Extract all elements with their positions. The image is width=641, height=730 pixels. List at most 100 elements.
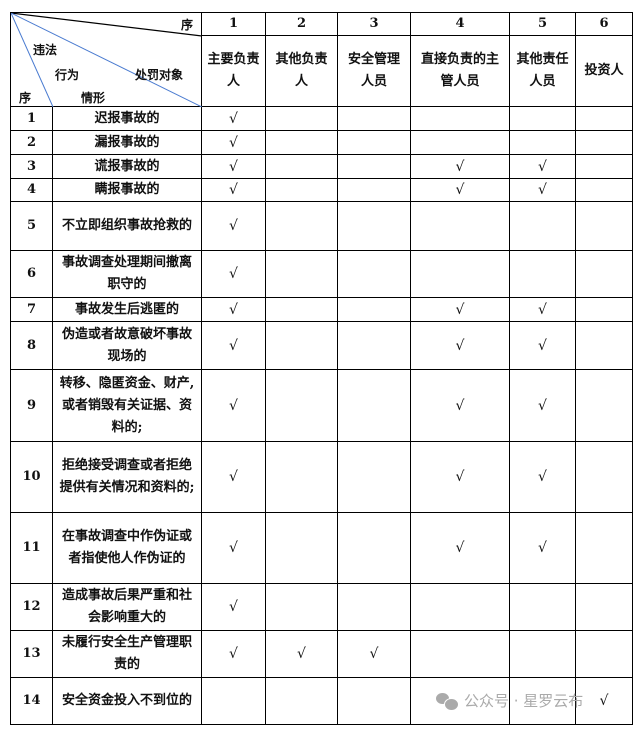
row-violation: 转移、隐匿资金、财产,或者销毁有关证据、资料的; <box>52 369 202 442</box>
corner-target: 处罚对象 <box>135 68 184 82</box>
check-cell: √ <box>509 441 576 513</box>
check-cell <box>201 677 266 725</box>
corner-behavior: 行为 <box>55 68 80 82</box>
check-cell <box>410 677 510 725</box>
check-cell: √ <box>201 178 266 202</box>
check-cell <box>337 154 411 179</box>
check-cell <box>265 106 338 131</box>
wechat-icon <box>436 692 459 711</box>
check-cell: √ <box>201 630 266 678</box>
watermark: 公众号 · 星罗云布 <box>436 690 583 711</box>
check-cell <box>337 369 411 442</box>
check-cell <box>509 677 576 725</box>
check-cell <box>337 130 411 155</box>
table-row: 7 事故发生后逃匿的 √ √ √ <box>10 297 633 322</box>
check-cell <box>337 677 411 725</box>
col-num: 5 <box>509 12 576 36</box>
checkmark-icon: √ <box>455 337 465 354</box>
check-cell <box>337 583 411 631</box>
row-violation: 事故调查处理期间撤离职守的 <box>52 250 202 298</box>
check-cell <box>265 130 338 155</box>
col-header: 其他负责人 <box>265 35 338 107</box>
check-cell <box>265 250 338 298</box>
table-row: 11 在事故调查中作伪证或者指使他人作伪证的 √ √ √ <box>10 512 633 584</box>
checkmark-icon: √ <box>229 646 238 662</box>
checkmark-icon: √ <box>229 266 238 282</box>
table-row: 9 转移、隐匿资金、财产,或者销毁有关证据、资料的; √ √ √ <box>10 369 633 442</box>
col-num: 4 <box>410 12 510 36</box>
checkmark-icon: √ <box>229 540 238 556</box>
check-cell <box>265 321 338 370</box>
check-cell <box>575 178 633 202</box>
row-violation: 伪造或者故意破坏事故现场的 <box>52 321 202 370</box>
check-cell: √ <box>201 583 266 631</box>
col-header: 安全管理人员 <box>337 35 411 107</box>
row-num: 4 <box>10 178 53 202</box>
row-num: 7 <box>10 297 53 322</box>
check-cell <box>337 201 411 251</box>
table-row: 3 谎报事故的 √ √ √ <box>10 154 633 179</box>
check-cell <box>575 630 633 678</box>
check-cell: √ <box>575 677 633 725</box>
check-cell: √ <box>509 321 576 370</box>
check-cell <box>265 583 338 631</box>
checkmark-icon: √ <box>538 469 547 485</box>
row-violation: 瞒报事故的 <box>52 178 202 202</box>
row-violation: 安全资金投入不到位的 <box>52 677 202 725</box>
row-num: 14 <box>10 677 53 725</box>
check-cell <box>265 677 338 725</box>
check-cell <box>575 321 633 370</box>
check-cell: √ <box>337 630 411 678</box>
check-cell: √ <box>410 154 510 179</box>
check-cell <box>509 106 576 131</box>
check-cell <box>575 441 633 513</box>
row-violation: 谎报事故的 <box>52 154 202 179</box>
row-num: 12 <box>10 583 53 631</box>
check-cell <box>509 250 576 298</box>
check-cell <box>575 106 633 131</box>
table-row: 5 不立即组织事故抢救的 √ <box>10 201 633 251</box>
row-num: 3 <box>10 154 53 179</box>
checkmark-icon: √ <box>229 301 238 318</box>
check-cell <box>265 297 338 322</box>
check-cell <box>337 178 411 202</box>
watermark-text: 公众号 · 星罗云布 <box>464 692 584 710</box>
check-cell <box>265 201 338 251</box>
checkmark-icon: √ <box>538 158 547 175</box>
checkmark-icon: √ <box>538 540 547 556</box>
check-cell <box>575 297 633 322</box>
row-violation: 迟报事故的 <box>52 106 202 131</box>
checkmark-icon: √ <box>455 540 465 556</box>
checkmark-icon: √ <box>229 469 238 485</box>
check-cell <box>337 441 411 513</box>
header-corner-cell: 序 违法 行为 处罚对象 序 情形 <box>10 12 202 107</box>
check-cell: √ <box>410 512 510 584</box>
check-cell <box>509 583 576 631</box>
check-cell <box>410 106 510 131</box>
check-cell: √ <box>410 178 510 202</box>
checkmark-icon: √ <box>455 158 465 175</box>
check-cell: √ <box>509 369 576 442</box>
check-cell: √ <box>201 441 266 513</box>
check-cell <box>265 178 338 202</box>
check-cell: √ <box>201 250 266 298</box>
table-row: 14 安全资金投入不到位的 √ <box>10 677 633 725</box>
corner-seq-top: 序 <box>181 18 194 32</box>
table-row: 6 事故调查处理期间撤离职守的 √ <box>10 250 633 298</box>
check-cell <box>575 369 633 442</box>
check-cell <box>337 512 411 584</box>
check-cell <box>410 630 510 678</box>
check-cell: √ <box>201 369 266 442</box>
checkmark-icon: √ <box>229 134 238 151</box>
check-cell: √ <box>201 130 266 155</box>
check-cell: √ <box>509 154 576 179</box>
check-cell: √ <box>201 321 266 370</box>
row-violation: 未履行安全生产管理职责的 <box>52 630 202 678</box>
check-cell: √ <box>509 297 576 322</box>
check-cell <box>410 130 510 155</box>
checkmark-icon: √ <box>538 397 547 414</box>
check-cell: √ <box>201 106 266 131</box>
col-header: 其他责任人员 <box>509 35 576 107</box>
row-violation: 漏报事故的 <box>52 130 202 155</box>
check-cell: √ <box>201 154 266 179</box>
